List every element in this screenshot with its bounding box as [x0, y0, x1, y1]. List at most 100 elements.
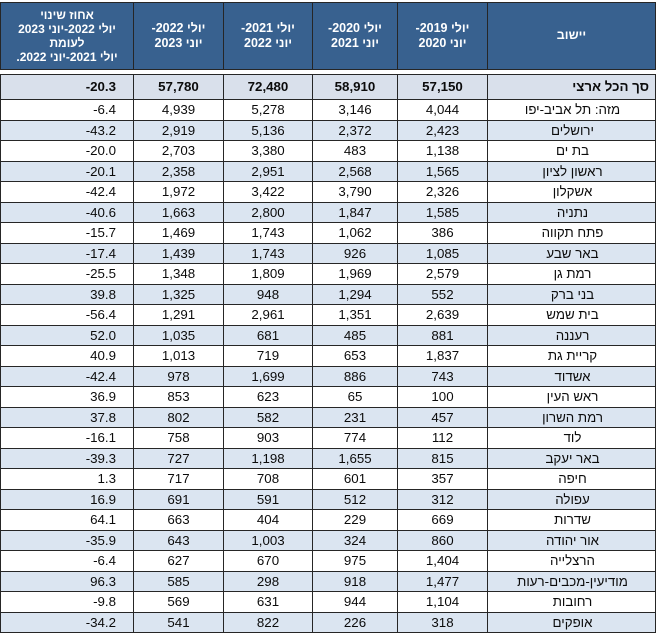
value-cell: 229	[312, 509, 398, 531]
city-cell: באר יעקב	[487, 447, 656, 469]
table-row: פתח תקווה 386 1,062 1,743 1,469 -15.7	[0, 222, 656, 244]
table-row: ראשון לציון 1,565 2,568 2,951 2,358 -20.1	[0, 160, 656, 182]
value-cell: 72,480	[223, 74, 313, 100]
pct-change-cell: 64.1	[0, 509, 134, 531]
table-row: מודיעין-מכבים-רעות 1,477 918 298 585 96.3	[0, 570, 656, 592]
column-header-y2021: יולי 2020- יוני 2021	[312, 2, 398, 70]
city-cell: אופקים	[487, 611, 656, 633]
pct-change-cell: -6.4	[0, 99, 134, 121]
table-header: יישוב יולי 2019- יוני 2020 יולי 2020- יוני…	[0, 2, 656, 70]
table-row: רמת גן 2,579 1,969 1,809 1,348 -25.5	[0, 263, 656, 285]
value-cell: 653	[312, 345, 398, 367]
value-cell: 57,150	[397, 74, 488, 100]
pct-change-cell: -20.3	[0, 74, 134, 100]
value-cell: 2,919	[133, 119, 224, 141]
value-cell: 815	[397, 447, 488, 469]
value-cell: 541	[133, 611, 224, 633]
city-cell: פתח תקווה	[487, 222, 656, 244]
table-body: סך הכל ארצי 57,150 58,910 72,480 57,780 -20.3…	[0, 69, 656, 633]
value-cell: 681	[223, 324, 313, 346]
value-cell: 318	[397, 611, 488, 633]
table-row: לוד 112 774 903 758 -16.1	[0, 427, 656, 449]
pct-change-cell: 39.8	[0, 283, 134, 305]
value-cell: 512	[312, 488, 398, 510]
value-cell: 623	[223, 386, 313, 408]
city-cell: בני ברק	[487, 283, 656, 305]
pct-change-cell: 96.3	[0, 570, 134, 592]
value-cell: 2,579	[397, 263, 488, 285]
value-cell: 2,568	[312, 160, 398, 182]
value-cell: 1,847	[312, 201, 398, 223]
pct-change-cell: 40.9	[0, 345, 134, 367]
value-cell: 65	[312, 386, 398, 408]
value-cell: 2,326	[397, 181, 488, 203]
spacer-row	[0, 69, 656, 75]
pct-change-cell: 37.8	[0, 406, 134, 428]
table-row: אור יהודה 860 324 1,003 643 -35.9	[0, 529, 656, 551]
value-cell: 1,198	[223, 447, 313, 469]
spacer-cell	[0, 69, 134, 75]
value-cell: 58,910	[312, 74, 398, 100]
spacer-cell	[223, 69, 313, 75]
table-row: בת ים 1,138 483 3,380 2,703 -20.0	[0, 140, 656, 162]
value-cell: 926	[312, 242, 398, 264]
value-cell: 1,291	[133, 304, 224, 326]
pct-change-cell: -39.3	[0, 447, 134, 469]
city-cell: נתניה	[487, 201, 656, 223]
spacer-cell	[312, 69, 398, 75]
value-cell: 1,809	[223, 263, 313, 285]
value-cell: 975	[312, 550, 398, 572]
value-cell: 312	[397, 488, 488, 510]
table-row: מזה: תל אביב-יפו 4,044 3,146 5,278 4,939 -6.4	[0, 99, 656, 121]
pct-change-cell: 1.3	[0, 468, 134, 490]
value-cell: 663	[133, 509, 224, 531]
value-cell: 1,663	[133, 201, 224, 223]
value-cell: 708	[223, 468, 313, 490]
city-cell: רחובות	[487, 591, 656, 613]
value-cell: 552	[397, 283, 488, 305]
table-row: באר שבע 1,085 926 1,743 1,439 -17.4	[0, 242, 656, 264]
value-cell: 631	[223, 591, 313, 613]
value-cell: 1,477	[397, 570, 488, 592]
value-cell: 485	[312, 324, 398, 346]
value-cell: 691	[133, 488, 224, 510]
table-row: רעננה 881 485 681 1,035 52.0	[0, 324, 656, 346]
pct-change-cell: -20.0	[0, 140, 134, 162]
value-cell: 1,743	[223, 222, 313, 244]
value-cell: 324	[312, 529, 398, 551]
value-cell: 226	[312, 611, 398, 633]
value-cell: 585	[133, 570, 224, 592]
value-cell: 3,790	[312, 181, 398, 203]
value-cell: 112	[397, 427, 488, 449]
value-cell: 4,939	[133, 99, 224, 121]
city-cell: עפולה	[487, 488, 656, 510]
city-cell: בת ים	[487, 140, 656, 162]
value-cell: 1,972	[133, 181, 224, 203]
value-cell: 2,423	[397, 119, 488, 141]
value-cell: 3,380	[223, 140, 313, 162]
value-cell: 100	[397, 386, 488, 408]
city-cell: ראש העין	[487, 386, 656, 408]
value-cell: 1,062	[312, 222, 398, 244]
value-cell: 357	[397, 468, 488, 490]
pct-change-cell: 16.9	[0, 488, 134, 510]
table-row: אשדוד 743 886 1,699 978 -42.4	[0, 365, 656, 387]
value-cell: 727	[133, 447, 224, 469]
value-cell: 1,013	[133, 345, 224, 367]
value-cell: 3,422	[223, 181, 313, 203]
column-header-pct: אחוז שינוי יולי 2022-יוני 2023 לעומת יול…	[0, 2, 134, 70]
table-row: באר יעקב 815 1,655 1,198 727 -39.3	[0, 447, 656, 469]
city-cell: חיפה	[487, 468, 656, 490]
city-cell: לוד	[487, 427, 656, 449]
value-cell: 404	[223, 509, 313, 531]
city-cell: שדרות	[487, 509, 656, 531]
value-cell: 1,348	[133, 263, 224, 285]
city-cell: אשקלון	[487, 181, 656, 203]
table-row: בני ברק 552 1,294 948 1,325 39.8	[0, 283, 656, 305]
value-cell: 1,469	[133, 222, 224, 244]
city-cell: באר שבע	[487, 242, 656, 264]
value-cell: 944	[312, 591, 398, 613]
value-cell: 903	[223, 427, 313, 449]
